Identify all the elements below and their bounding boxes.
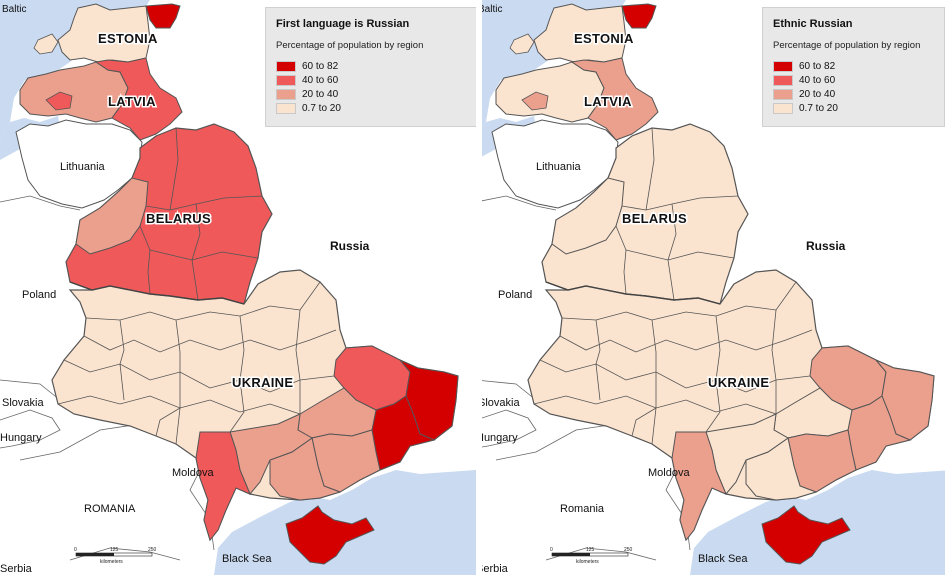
label-ukraine: UKRAINE (232, 375, 293, 390)
legend-swatch (276, 102, 296, 114)
ukraine-luhansk (399, 359, 459, 441)
label-baltic: Baltic (482, 4, 502, 15)
label-estonia: ESTONIA (98, 31, 158, 46)
belarus-inner-borders (139, 127, 263, 301)
belarus-west (75, 177, 149, 255)
ukraine-inner-borders (533, 281, 813, 445)
belarus-ukraine-border (545, 281, 721, 305)
legend-label: 0.7 to 20 (799, 102, 838, 114)
latvia-center (45, 91, 73, 111)
legend-title: Ethnic Russian (773, 18, 853, 30)
latvia-center (521, 91, 549, 111)
baltic-sea (0, 0, 150, 140)
scale-tick-2: 250 (148, 547, 157, 553)
scale-tick-1: 125 (586, 547, 595, 553)
scale-tick-2: 250 (624, 547, 633, 553)
scale-bar: 0 125 250 kilometers (74, 547, 157, 565)
label-black-sea: Black Sea (222, 553, 272, 565)
scale-unit: kilometers (100, 559, 123, 565)
label-lithuania: Lithuania (60, 161, 106, 173)
legend-label: 40 to 60 (799, 74, 836, 86)
legend-row: 20 to 40 (276, 87, 469, 101)
estonia-east (145, 3, 181, 29)
label-black-sea: Black Sea (698, 553, 748, 565)
label-serbia: Serbia (482, 563, 509, 575)
label-moldova: Moldova (172, 467, 214, 479)
legend-swatch (773, 60, 793, 72)
label-hungary: Hungary (0, 432, 42, 444)
label-latvia: LATVIA (108, 94, 156, 109)
crimea (761, 505, 851, 565)
legend-subtitle: Percentage of population by region (276, 40, 424, 51)
map-panel-first-language: Baltic ESTONIA LATVIA Lithuania BELARUS … (0, 0, 476, 575)
legend-row: 0.7 to 20 (276, 101, 469, 115)
legend-swatch (276, 60, 296, 72)
legend-row: 20 to 40 (773, 87, 934, 101)
scale-tick-0: 0 (550, 547, 553, 553)
label-belarus: BELARUS (622, 211, 687, 226)
label-slovakia: Slovakia (482, 397, 520, 409)
scale-bar: 0 125 250 kilometers (550, 547, 633, 565)
legend-row: 40 to 60 (773, 73, 934, 87)
ukraine-inner-borders (57, 281, 337, 445)
legend-row: 40 to 60 (276, 73, 469, 87)
legend-swatch (276, 74, 296, 86)
legend-ethnic-russian: Ethnic Russian Percentage of population … (762, 7, 945, 127)
label-serbia: Serbia (0, 563, 33, 575)
scale-unit: kilometers (576, 559, 599, 565)
latvia-east (570, 57, 659, 141)
scale-tick-1: 125 (110, 547, 119, 553)
estonia-islands (509, 33, 535, 55)
label-romania: Romania (560, 503, 605, 515)
estonia-islands (33, 33, 59, 55)
label-estonia: ESTONIA (574, 31, 634, 46)
ukraine-odesa (671, 431, 727, 542)
legend-label: 20 to 40 (302, 88, 339, 100)
legend-row: 0.7 to 20 (773, 101, 934, 115)
baltic-sea (482, 0, 626, 130)
legend-swatch (773, 74, 793, 86)
map-panel-ethnic-russian: Baltic ESTONIA LATVIA Lithuania BELARUS … (482, 0, 945, 575)
label-latvia: LATVIA (584, 94, 632, 109)
label-baltic: Baltic (2, 4, 26, 15)
legend-swatch (773, 88, 793, 100)
ukraine-luhansk (875, 359, 935, 441)
label-belarus: BELARUS (146, 211, 211, 226)
scale-tick-0: 0 (74, 547, 77, 553)
legend-first-language: First language is Russian Percentage of … (265, 7, 476, 127)
legend-label: 60 to 82 (799, 60, 836, 72)
legend-label: 0.7 to 20 (302, 102, 341, 114)
label-hungary: Hungary (482, 432, 518, 444)
legend-label: 20 to 40 (799, 88, 836, 100)
label-slovakia: Slovakia (2, 397, 44, 409)
label-moldova: Moldova (648, 467, 690, 479)
label-russia: Russia (330, 239, 370, 253)
label-ukraine: UKRAINE (708, 375, 769, 390)
legend-swatch (773, 102, 793, 114)
legend-row: 60 to 82 (276, 59, 469, 73)
crimea (285, 505, 375, 565)
belarus-ukraine-border (69, 281, 245, 305)
panel-divider (476, 0, 482, 575)
ukraine-odesa (195, 431, 251, 542)
label-romania: ROMANIA (84, 503, 136, 515)
label-poland: Poland (22, 289, 56, 301)
label-poland: Poland (498, 289, 532, 301)
label-lithuania: Lithuania (536, 161, 582, 173)
belarus-west (551, 177, 625, 255)
legend-subtitle: Percentage of population by region (773, 40, 921, 51)
label-russia: Russia (806, 239, 846, 253)
legend-row: 60 to 82 (773, 59, 934, 73)
legend-label: 40 to 60 (302, 74, 339, 86)
estonia-east (621, 3, 657, 29)
legend-label: 60 to 82 (302, 60, 339, 72)
legend-title: First language is Russian (276, 18, 410, 30)
legend-swatch (276, 88, 296, 100)
belarus-inner-borders (615, 127, 739, 301)
latvia-east (94, 57, 183, 141)
